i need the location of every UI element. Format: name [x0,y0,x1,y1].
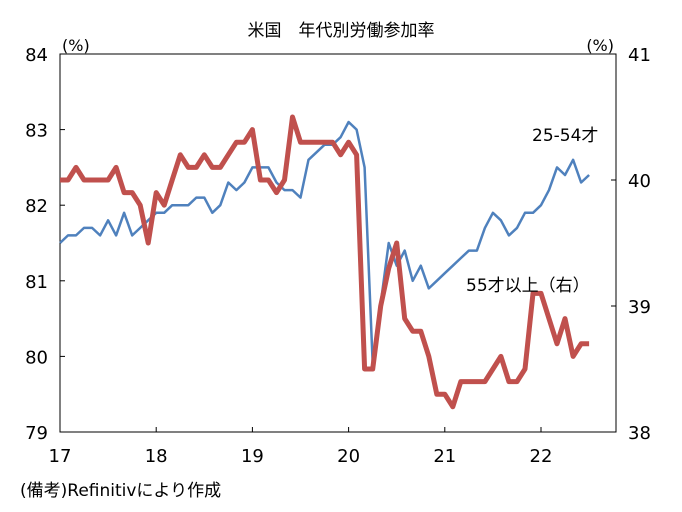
right-axis-ticks: 41 40 39 38 [611,45,651,444]
series-line-55-plus [60,114,590,410]
plot-area-frame [59,53,617,433]
right-tick-label: 40 [628,171,651,192]
left-axis-unit: (%) [62,36,90,55]
chart-title: 米国 年代別労働参加率 [248,21,435,41]
right-tick-label: 41 [628,45,651,66]
right-tick-label: 38 [628,423,651,444]
left-tick-label: 81 [25,272,48,293]
left-tick-label: 79 [25,423,48,444]
x-axis-ticks: 17 18 19 20 21 22 [49,427,553,467]
legend-label-25-54: 25-54才 [532,126,598,146]
right-axis-unit: (%) [586,36,614,55]
x-tick-label: 17 [49,446,72,467]
right-tick-label: 39 [628,297,651,318]
legend-label-55-plus: 55才以上（右） [466,276,590,296]
x-tick-label: 21 [433,446,456,467]
left-tick-label: 82 [25,196,48,217]
series-line-25-54 [59,120,590,366]
x-tick-label: 22 [530,446,553,467]
left-axis-ticks: 84 83 82 81 80 79 [25,45,65,444]
source-note: (備考)Refinitivにより作成 [20,481,221,501]
x-tick-label: 20 [337,446,360,467]
left-tick-label: 80 [25,347,48,368]
left-tick-label: 83 [25,121,48,142]
x-tick-label: 19 [241,446,264,467]
left-tick-label: 84 [25,45,48,66]
x-tick-label: 18 [145,446,168,467]
